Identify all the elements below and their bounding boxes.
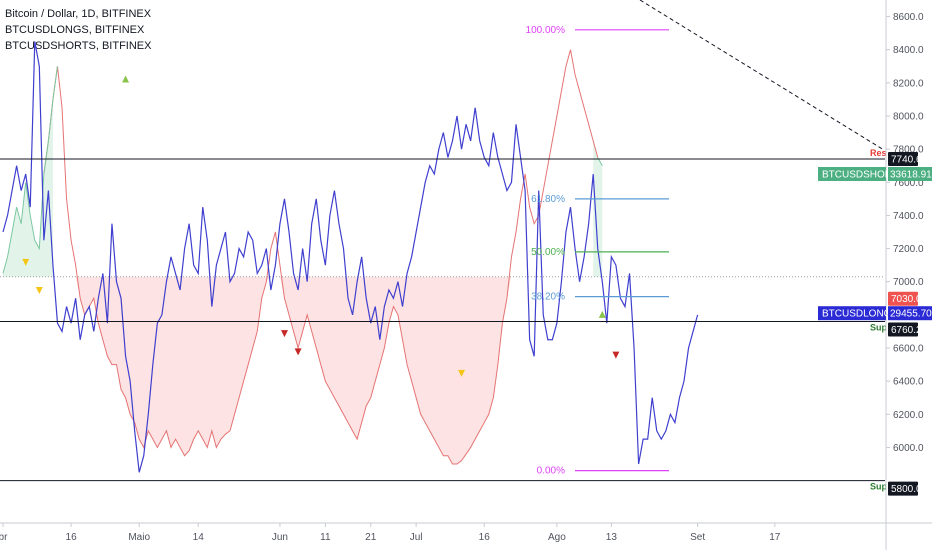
trend-line: [639, 0, 885, 151]
fib-label-4: 0.00%: [537, 466, 565, 477]
level-label-1: Sup: [870, 322, 888, 332]
level-label-2: Sup: [870, 482, 888, 492]
y-tick-label-0: 6000.0: [893, 443, 924, 454]
x-tick-label-6: 21: [365, 532, 377, 543]
price-axis-background: [886, 0, 932, 550]
series-name-tag-1: BTCUSDLONGS: [822, 309, 898, 320]
y-tick-label-7: 7400.0: [893, 211, 924, 222]
x-tick-label-12: 17: [769, 532, 781, 543]
fib-label-0: 100.00%: [526, 25, 566, 36]
signal-marker-7: [612, 351, 620, 359]
legend-longs-symbol[interactable]: BTCUSDLONGS, BITFINEX: [5, 24, 145, 36]
series-name-tag-1-bg: [818, 306, 886, 321]
y-tick-label-11: 8200.0: [893, 78, 924, 89]
y-tick-label-1: 6200.0: [893, 410, 924, 421]
y-tick-label-6: 7200.0: [893, 244, 924, 255]
signal-marker-5: [458, 369, 466, 377]
x-tick-label-10: 13: [606, 532, 618, 543]
y-tick-label-3: 6600.0: [893, 344, 924, 355]
y-tick-label-2: 6400.0: [893, 377, 924, 388]
level-price-tag-0-text: 7740.6: [891, 154, 922, 165]
x-tick-label-0: br: [0, 532, 8, 543]
signal-marker-2: [35, 287, 43, 294]
x-tick-label-5: 11: [320, 532, 331, 543]
x-tick-label-9: Ago: [548, 532, 566, 543]
series-name-tag-0-bg: [818, 167, 886, 181]
signal-marker-3: [280, 330, 288, 338]
x-tick-label-1: 16: [66, 532, 78, 543]
shorts-below-fill: [43, 276, 603, 464]
x-tick-label-4: Jun: [272, 532, 288, 543]
y-tick-label-10: 8000.0: [893, 112, 924, 123]
legend-shorts-symbol[interactable]: BTCUSDSHORTS, BITFINEX: [5, 40, 152, 52]
x-tick-label-7: Jul: [410, 532, 423, 543]
shorts-above-fill-1: [593, 140, 603, 277]
current-price-tag-bg: [888, 291, 918, 306]
signal-marker-4: [294, 348, 302, 356]
y-tick-label-9: 7800.0: [893, 145, 924, 156]
y-tick-label-13: 8600.0: [893, 12, 924, 23]
signal-marker-6: [598, 310, 606, 318]
shorts-series-line-green-start: [2, 66, 58, 274]
level-price-tag-0-bg: [888, 151, 918, 166]
signal-marker-1: [22, 258, 30, 266]
shorts-series-line-red: [43, 49, 599, 465]
fib-label-3: 38.20%: [531, 292, 565, 303]
x-tick-label-11: Set: [690, 532, 705, 543]
y-tick-label-12: 8400.0: [893, 45, 924, 56]
level-price-tag-2-bg: [888, 481, 918, 496]
series-value-tag-0-bg: [888, 167, 932, 181]
y-tick-label-8: 7600.0: [893, 178, 924, 189]
signal-marker-0: [122, 75, 130, 83]
level-price-tag-2-text: 5800.0: [891, 484, 922, 495]
level-price-tag-1-text: 6760.2: [891, 325, 922, 336]
series-name-tag-0: BTCUSDSHORTS: [822, 170, 905, 181]
legend-main-symbol[interactable]: Bitcoin / Dollar, 1D, BITFINEX: [5, 8, 152, 20]
chart-legend: Bitcoin / Dollar, 1D, BITFINEX BTCUSDLON…: [5, 6, 151, 54]
fib-label-1: 61.80%: [531, 194, 565, 205]
level-label-0: Res: [870, 148, 887, 158]
x-tick-label-3: 14: [193, 532, 205, 543]
series-value-tag-0: 33618.9143: [890, 170, 932, 181]
level-price-tag-1-bg: [888, 322, 918, 337]
longs-series-line: [2, 41, 699, 473]
series-value-tag-1: 29455.7039: [890, 309, 932, 320]
x-tick-label-2: Maio: [128, 532, 150, 543]
series-value-tag-1-bg: [888, 306, 932, 321]
fib-label-2: 50.00%: [531, 247, 565, 258]
x-tick-label-8: 16: [479, 532, 491, 543]
y-tick-label-5: 7000.0: [893, 277, 924, 288]
current-price-tag-text: 7030.0: [891, 294, 922, 305]
